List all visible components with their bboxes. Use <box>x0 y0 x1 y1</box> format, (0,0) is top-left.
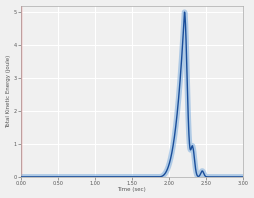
Y-axis label: Total Kinetic Energy (joule): Total Kinetic Energy (joule) <box>6 55 11 128</box>
X-axis label: Time (sec): Time (sec) <box>117 188 146 192</box>
